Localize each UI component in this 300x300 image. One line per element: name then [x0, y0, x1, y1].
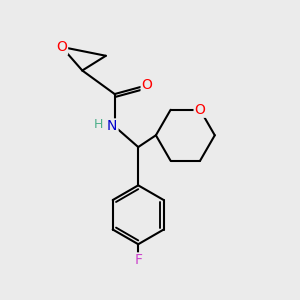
Text: N: N [107, 119, 118, 134]
Text: F: F [134, 254, 142, 267]
Text: H: H [94, 118, 103, 131]
Text: O: O [142, 78, 152, 92]
Text: O: O [195, 103, 206, 117]
Text: O: O [56, 40, 67, 54]
